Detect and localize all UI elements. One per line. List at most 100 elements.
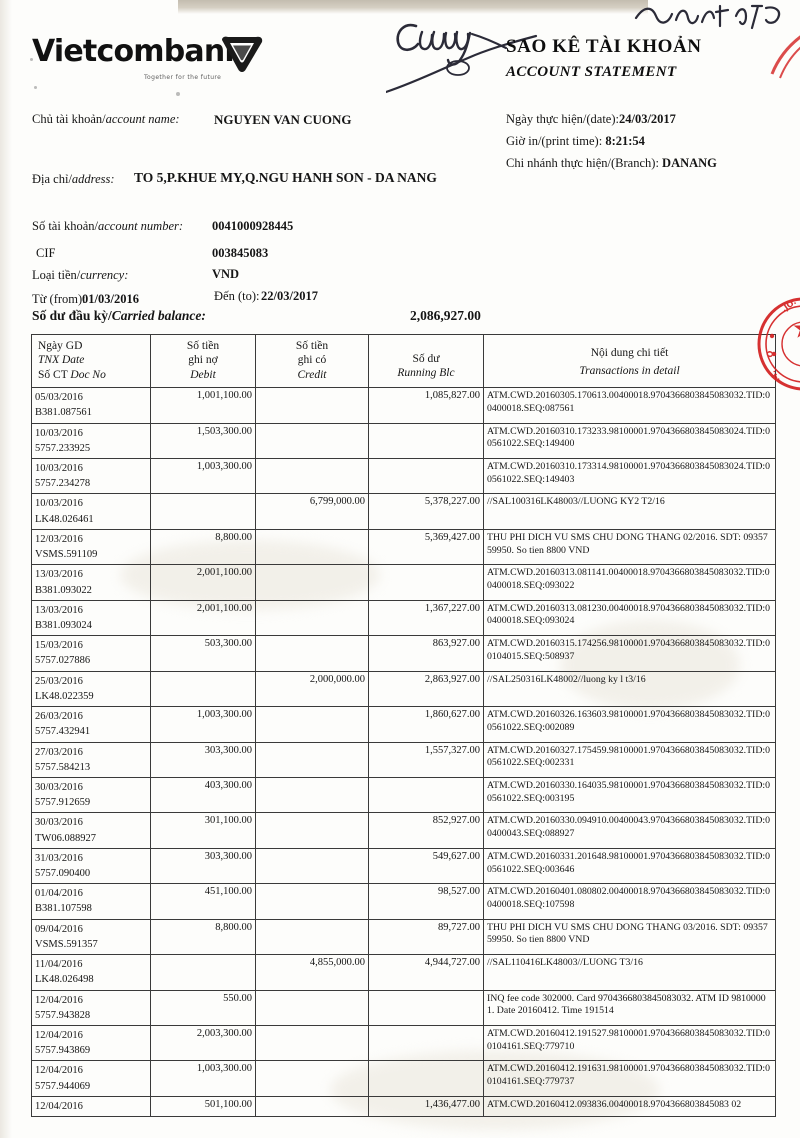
cell-detail: ATM.CWD.20160313.081230.00400018.9704366… [483,599,776,637]
table-row[interactable]: 10/03/2016 5757.234278 1,003,300.00 ATM.CWD… [31,457,776,495]
cell-date: 30/03/2016 TW06.088927 [31,812,151,849]
period-to-label: Đến (to): [214,289,260,303]
table-row[interactable]: 12/03/2016 VSMS.591109 8,800.00 5,369,427.0… [31,528,776,566]
transaction-docno: LK48.026498 [35,974,94,986]
cell-credit [255,635,369,672]
cif-value: 003845083 [212,246,269,260]
scan-speck [176,92,180,96]
account-number-label-en: account number: [97,219,184,233]
print-time-value: 8:21:54 [605,134,645,148]
transaction-docno: 5757.943828 [35,1009,91,1021]
cell-debit: 2,001,100.00 [150,599,256,637]
cell-credit [255,883,369,920]
table-row[interactable]: 27/03/2016 5757.584213 303,300.00 1,557,327… [31,741,776,778]
cell-debit: 403,300.00 [150,776,256,814]
carried-balance-value: 2,086,927.00 [410,308,481,323]
table-row[interactable]: 01/04/2016 B381.107598 451,100.00 98,527.00… [31,883,776,920]
transaction-date: 13/03/2016 [35,604,83,616]
transaction-docno: B381.093022 [35,584,92,596]
transaction-date: 09/04/2016 [35,923,83,935]
table-row[interactable]: 15/03/2016 5757.027886 503,300.00 863,927.0… [31,635,776,672]
title-english: ACCOUNT STATEMENT [506,64,677,80]
cell-debit [150,954,256,991]
cell-credit: 2,000,000.00 [255,670,369,708]
cell-balance: 549,627.00 [368,847,484,885]
address-field: Địa chỉ/address: [32,172,115,187]
transaction-docno: VSMS.591109 [35,549,98,561]
cell-date: 12/04/2016 [31,1095,151,1118]
cell-balance: 852,927.00 [368,812,484,849]
transaction-docno: 5757.943869 [35,1045,91,1057]
col-header-date: Ngày GD TNX Date Số CT Doc No [31,333,151,389]
transaction-docno: VSMS.591357 [35,938,98,950]
transaction-docno: 5757.432941 [35,726,91,738]
table-row[interactable]: 26/03/2016 5757.432941 1,003,300.00 1,860,6… [31,706,776,743]
currency-value: VND [212,267,240,281]
transaction-date: 12/04/2016 [35,1100,83,1112]
cell-detail: ATM.CWD.20160310.173233.98100001.9704366… [483,422,776,460]
table-row[interactable]: 10/03/2016 5757.233925 1,503,300.00 ATM.CWD… [31,422,776,460]
transaction-date: 10/03/2016 [35,498,83,510]
statement-date-value: 24/03/2017 [618,112,676,126]
cell-detail: //SAL250316LK48002//luong ky l t3/16 [483,670,776,708]
transaction-date: 12/04/2016 [35,994,83,1006]
table-row[interactable]: 05/03/2016 B381.087561 1,001,100.00 1,085,8… [31,387,776,424]
account-number-field: Số tài khoản/account number: [32,219,183,234]
transaction-date: 27/03/2016 [35,746,83,758]
table-row[interactable]: 31/03/2016 5757.090400 303,300.00 549,627.0… [31,847,776,885]
cell-balance: 1,085,827.00 [368,387,484,424]
table-row[interactable]: 13/03/2016 B381.093022 2,001,100.00 ATM.CWD… [31,564,776,601]
branch-field: Chi nhánh thực hiện/(Branch): DANANG [506,156,717,171]
table-row[interactable]: 11/04/2016 LK48.026498 4,855,000.00 4,944,7… [31,954,776,991]
table-row[interactable]: 25/03/2016 LK48.022359 2,000,000.00 2,863,9… [31,670,776,708]
cell-balance [368,422,484,460]
cell-credit [255,1095,369,1118]
transaction-docno: TW06.088927 [35,832,96,844]
cell-credit [255,776,369,814]
transaction-docno: 5757.944069 [35,1080,91,1092]
cell-credit [255,1024,369,1062]
cell-balance: 1,860,627.00 [368,706,484,743]
cell-credit [255,989,369,1027]
transaction-docno: LK48.022359 [35,690,94,702]
cell-detail: INQ fee code 302000. Card 97043668038450… [483,989,776,1027]
transaction-date: 13/03/2016 [35,569,83,581]
scan-edge-left-artifact [0,0,12,1138]
cell-date: 12/04/2016 5757.943869 [31,1024,151,1062]
scan-speck [34,86,37,89]
transactions-table: Ngày GD TNX Date Số CT Doc No Số tiền gh… [31,333,776,1118]
transaction-docno: 5757.233925 [35,442,91,454]
cell-credit: 6,799,000.00 [255,493,369,530]
transaction-docno: B381.107598 [35,903,92,915]
period-from-value: 01/03/2016 [82,292,139,306]
logo-wordmark: Vietcombank [32,34,244,69]
cell-debit: 2,003,300.00 [150,1024,256,1062]
cell-credit [255,457,369,495]
cell-date: 12/04/2016 5757.944069 [31,1060,151,1097]
table-row[interactable]: 12/04/2016 501,100.00 1,436,477.00 ATM.CWD.… [31,1095,776,1118]
table-row[interactable]: 12/04/2016 5757.944069 1,003,300.00 ATM.CWD… [31,1060,776,1097]
table-row[interactable]: 13/03/2016 B381.093024 2,001,100.00 1,367,2… [31,599,776,637]
table-row[interactable]: 09/04/2016 VSMS.591357 8,800.00 89,727.00 TH… [31,918,776,956]
transaction-date: 26/03/2016 [35,711,83,723]
cell-credit [255,387,369,424]
cell-detail: ATM.CWD.20160412.093836.00400018.9704366… [483,1095,776,1118]
table-row[interactable]: 30/03/2016 5757.912659 403,300.00 ATM.CWD.2… [31,776,776,814]
cell-balance [368,1024,484,1062]
transaction-date: 15/03/2016 [35,640,83,652]
print-time-label: Giờ in/(print time): [506,134,603,148]
table-row[interactable]: 30/03/2016 TW06.088927 301,100.00 852,927.0… [31,812,776,849]
currency-field: Loại tiền/currency: [32,268,128,283]
cell-detail: ATM.CWD.20160331.201648.98100001.9704366… [483,847,776,885]
transaction-docno: 5757.584213 [35,761,91,773]
carried-balance-label-en: Carried balance: [111,308,206,323]
cell-date: 10/03/2016 5757.234278 [31,457,151,495]
table-row[interactable]: 12/04/2016 5757.943828 550.00 INQ fee code … [31,989,776,1027]
cell-balance [368,1060,484,1097]
transaction-date: 30/03/2016 [35,817,83,829]
cell-date: 10/03/2016 5757.233925 [31,422,151,460]
table-row[interactable]: 10/03/2016 LK48.026461 6,799,000.00 5,378,2… [31,493,776,530]
cell-debit: 2,001,100.00 [150,564,256,601]
currency-label-vn: Loại tiền/ [32,268,81,282]
table-row[interactable]: 12/04/2016 5757.943869 2,003,300.00 ATM.CWD… [31,1024,776,1062]
